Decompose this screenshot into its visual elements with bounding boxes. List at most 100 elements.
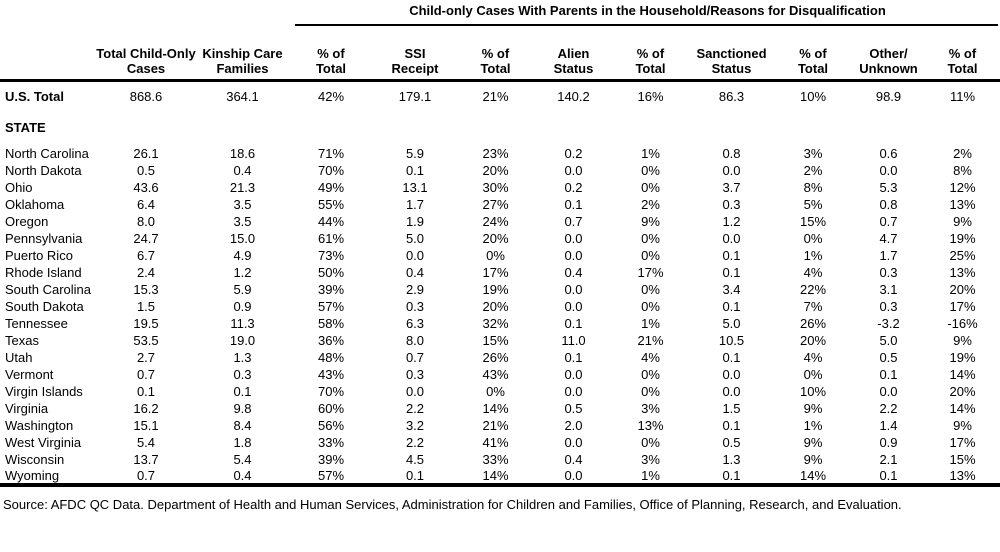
value-cell: 4%: [641, 349, 660, 365]
value-cell: 11%: [949, 88, 976, 104]
value-cell: 10.5: [718, 332, 745, 348]
column-header-alien-status: Alien Status: [535, 32, 612, 82]
state-row: Rhode Island 2.4 1.2 50% 0.4 17% 0.4 17% 0.1 4% 0.…: [0, 264, 1000, 281]
value-cell: 0.7: [405, 349, 425, 365]
column-header-total-child-only-cases: Total Child-Only Cases: [95, 32, 197, 82]
value-cell: 0.3: [722, 196, 741, 212]
state-name-cell: Vermont: [5, 366, 54, 382]
value-cell: 5.0: [405, 230, 425, 246]
value-cell: 0.0: [722, 366, 741, 382]
value-cell: 2.2: [405, 434, 425, 450]
value-cell: 43%: [317, 366, 345, 382]
value-cell: 4%: [803, 349, 823, 365]
value-cell: 25%: [949, 247, 976, 263]
value-cell: 15%: [482, 332, 509, 348]
value-cell: 4.7: [879, 230, 898, 246]
value-cell: 16.2: [133, 400, 159, 416]
value-cell: 1.3: [233, 349, 252, 365]
value-cell: 33%: [317, 434, 345, 450]
state-row: Utah 2.7 1.3 48% 0.7 26% 0.1 4% 0.1 4% 0.5 19%: [0, 349, 1000, 366]
value-cell: 0.0: [722, 162, 741, 178]
value-cell: 2.0: [564, 417, 583, 433]
value-cell: 60%: [317, 400, 345, 416]
value-cell: 13.1: [402, 179, 428, 195]
value-cell: 0.7: [95, 467, 197, 487]
value-cell: 19.5: [133, 315, 159, 331]
value-cell: 5%: [803, 196, 823, 212]
value-cell: 0%: [641, 281, 660, 297]
value-cell: 0.0: [879, 162, 898, 178]
value-cell: 73%: [317, 247, 345, 263]
state-name-cell: West Virginia: [5, 434, 82, 450]
value-cell: 9%: [803, 434, 823, 450]
state-name-cell: Virgin Islands: [5, 383, 83, 399]
value-cell: 0.7: [564, 213, 583, 229]
value-cell: 56%: [317, 417, 345, 433]
value-cell: 48%: [317, 349, 345, 365]
value-cell: 17%: [949, 298, 976, 314]
value-cell: 0.0: [564, 162, 583, 178]
value-cell: 6.7: [136, 247, 156, 263]
value-cell: 4%: [803, 264, 823, 280]
state-name-cell: South Carolina: [5, 281, 91, 297]
value-cell: 0.5: [722, 434, 741, 450]
value-cell: 0.0: [722, 383, 741, 399]
value-cell: 3%: [803, 145, 823, 161]
value-cell: 9%: [803, 400, 823, 416]
value-cell: 0%: [641, 179, 660, 195]
group-header-rule: [295, 24, 998, 26]
value-cell: 0.1: [374, 467, 456, 487]
value-cell: 3.4: [722, 281, 741, 297]
value-cell: 2.9: [405, 281, 425, 297]
value-cell: 49%: [317, 179, 345, 195]
state-row: Washington 15.1 8.4 56% 3.2 21% 2.0 13% 0.1 1% 1.4…: [0, 417, 1000, 434]
value-cell: 14%: [949, 400, 976, 416]
value-cell: 0.3: [405, 366, 425, 382]
state-name-cell: Virginia: [5, 400, 49, 416]
column-header-ssi-receipt: SSI Receipt: [374, 32, 456, 82]
column-header-pct-of-total-4: % of Total: [774, 32, 852, 82]
value-cell: 6.4: [136, 196, 156, 212]
value-cell: 0.1: [722, 264, 741, 280]
state-name-cell: Rhode Island: [5, 264, 82, 280]
value-cell: 1.9: [405, 213, 425, 229]
value-cell: 39%: [317, 451, 345, 467]
value-cell: 8.0: [136, 213, 156, 229]
value-cell: 98.9: [875, 88, 902, 104]
value-cell: 8.0: [405, 332, 425, 348]
value-cell: 0.4: [233, 162, 252, 178]
state-row: South Carolina 15.3 5.9 39% 2.9 19% 0.0 0% 3.4 22…: [0, 281, 1000, 298]
column-header-pct-of-total-2: % of Total: [456, 32, 535, 82]
value-cell: 3.7: [722, 179, 741, 195]
value-cell: 43.6: [133, 179, 159, 195]
value-cell: 1.7: [405, 196, 425, 212]
column-header-pct-of-total-1: % of Total: [288, 32, 374, 82]
header-row: Total Child-Only Cases Kinship Care Fami…: [0, 32, 1000, 82]
value-cell: 19.0: [229, 332, 256, 348]
value-cell: 15%: [799, 213, 827, 229]
column-header-pct-of-total-3: % of Total: [612, 32, 689, 82]
source-note: Source: AFDC QC Data. Department of Heal…: [3, 497, 902, 512]
value-cell: 0.1: [879, 366, 898, 382]
value-cell: 0.1: [722, 349, 741, 365]
value-cell: 20%: [482, 230, 509, 246]
state-row: Puerto Rico 6.7 4.9 73% 0.0 0% 0.0 0% 0.1 1% 1.7 25…: [0, 247, 1000, 264]
data-table: Total Child-Only Cases Kinship Care Fami…: [0, 32, 1000, 487]
value-cell: 57%: [288, 467, 374, 487]
value-cell: 0.1: [233, 383, 252, 399]
state-name-cell: Utah: [5, 349, 33, 365]
value-cell: 39%: [317, 281, 345, 297]
value-cell: 0.1: [405, 162, 425, 178]
value-cell: 1.5: [136, 298, 156, 314]
us-total-row: U.S. Total 868.6 364.1 42% 179.1 21% 140…: [0, 81, 1000, 111]
state-name-cell: Puerto Rico: [5, 247, 73, 263]
value-cell: 0.8: [879, 196, 898, 212]
value-cell: 19%: [482, 281, 509, 297]
value-cell: 17%: [949, 434, 976, 450]
value-cell: 0.3: [879, 264, 898, 280]
column-header-kinship-care-families: Kinship Care Families: [197, 32, 288, 82]
value-cell: 2%: [803, 162, 823, 178]
state-name-cell: Wyoming: [0, 467, 95, 487]
value-cell: 364.1: [226, 88, 259, 104]
value-cell: 5.0: [722, 315, 741, 331]
